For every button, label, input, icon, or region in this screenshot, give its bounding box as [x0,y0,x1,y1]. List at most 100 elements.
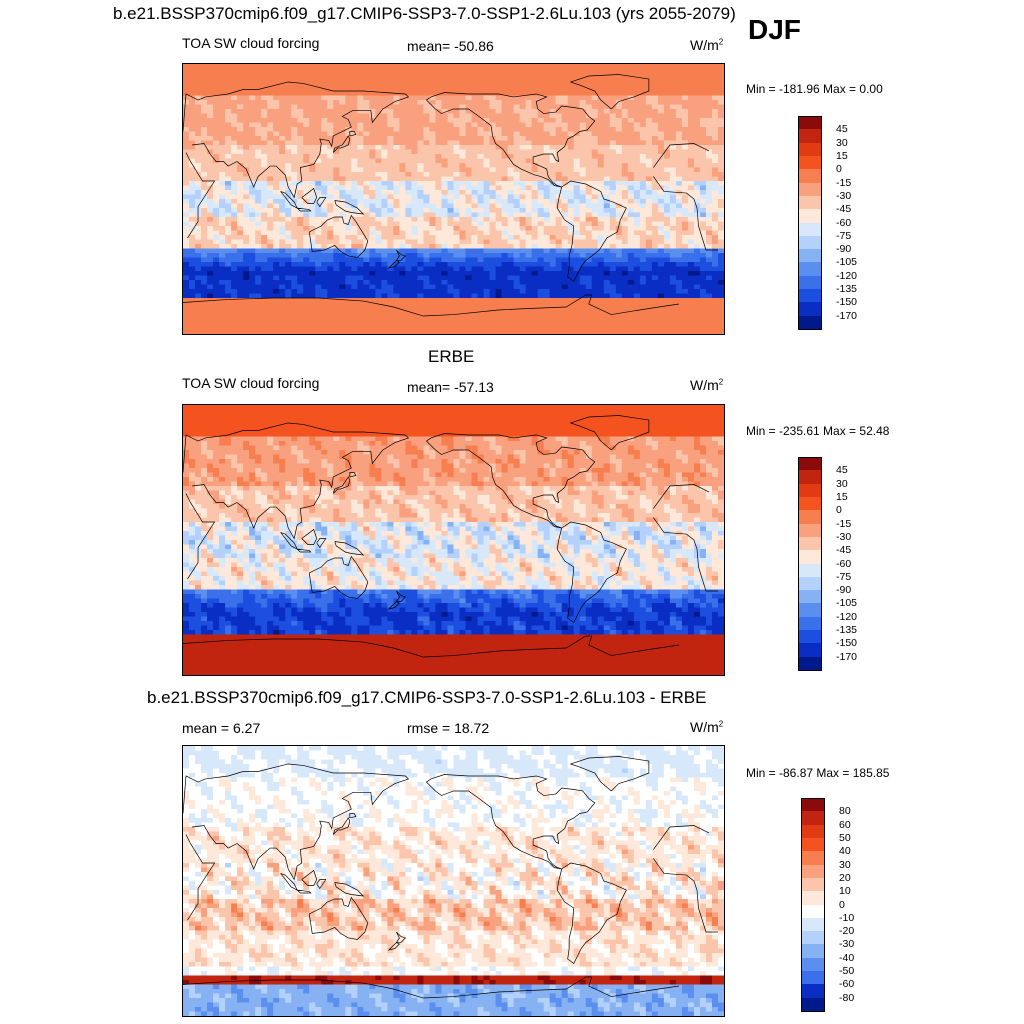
field-cell [429,221,437,227]
field-cell [291,104,298,110]
field-cell [369,73,376,79]
field-cell [333,104,340,110]
field-cell [639,212,647,218]
field-cell [423,162,431,169]
field-cell [435,176,443,182]
field-cell [429,162,437,169]
field-cell [333,73,340,79]
field-cell [231,262,238,268]
field-cell [717,235,724,241]
field-cell [399,311,407,317]
field-cell [579,307,587,313]
field-cell [615,270,623,277]
field-cell [417,189,425,196]
field-cell [651,167,659,173]
field-cell [285,104,292,110]
field-cell [549,280,557,286]
field-cell [537,289,545,295]
field-cell [237,158,244,164]
field-cell [591,208,599,214]
field-cell [363,199,370,205]
field-cell [675,81,683,88]
field-cell [285,239,292,245]
field-cell [483,86,491,92]
field-cell [399,167,407,173]
field-cell [471,154,479,160]
field-cell [453,293,461,299]
field-cell [531,127,539,133]
field-cell [681,100,689,106]
field-cell [315,280,322,286]
field-cell [387,230,394,236]
field-cell [273,181,280,187]
field-cell [603,302,611,308]
field-cell [627,230,635,236]
field-cell [507,262,515,268]
field-cell [525,307,533,313]
field-cell [705,162,713,169]
field-cell [321,203,328,209]
field-cell [183,212,190,218]
field-cell [285,302,292,308]
field-cell [705,293,713,299]
field-cell [555,122,563,128]
field-cell [327,68,334,74]
field-cell [597,108,605,115]
field-cell [279,257,286,263]
season-label: DJF [748,14,801,45]
field-cell [477,275,485,281]
field-cell [435,149,443,155]
field-cell [675,181,683,187]
field-cell [699,185,707,191]
field-cell [477,162,485,169]
field-cell [525,243,533,250]
field-cell [273,307,280,313]
field-cell [429,208,437,214]
field-cell [327,284,334,290]
field-cell [189,135,196,142]
field-cell [693,131,701,137]
field-cell [513,293,521,299]
field-cell [525,154,533,160]
field-cell [303,311,310,317]
field-cell [495,302,503,308]
field-cell [519,77,527,83]
field-cell [279,266,286,272]
field-cell [627,162,635,169]
field-cell [183,95,190,101]
field-cell [693,248,701,254]
field-cell [369,154,376,160]
field-cell [615,226,623,232]
field-cell [351,253,358,259]
field-cell [207,203,214,209]
field-cell [615,239,623,245]
field-cell [651,122,659,128]
field-cell [567,262,575,268]
field-cell [453,81,461,88]
field-cell [387,64,394,70]
field-cell [189,176,196,182]
field-cell [279,122,286,128]
field-cell [435,266,443,272]
field-cell [591,91,599,97]
field-cell [549,91,557,97]
field-cell [249,73,256,79]
field-cell [615,77,623,83]
field-cell [531,194,539,200]
field-cell [327,113,334,119]
field-cell [615,104,623,110]
field-cell [279,64,286,70]
field-cell [657,122,665,128]
field-cell [651,194,659,200]
field-cell [285,266,292,272]
field-cell [189,266,196,272]
field-cell [687,108,695,115]
field-cell [429,104,437,110]
field-cell [591,86,599,92]
field-cell [243,118,250,124]
field-cell [549,172,557,178]
field-cell [717,239,724,245]
field-cell [249,302,256,308]
field-cell [555,203,563,209]
field-cell [675,64,683,70]
